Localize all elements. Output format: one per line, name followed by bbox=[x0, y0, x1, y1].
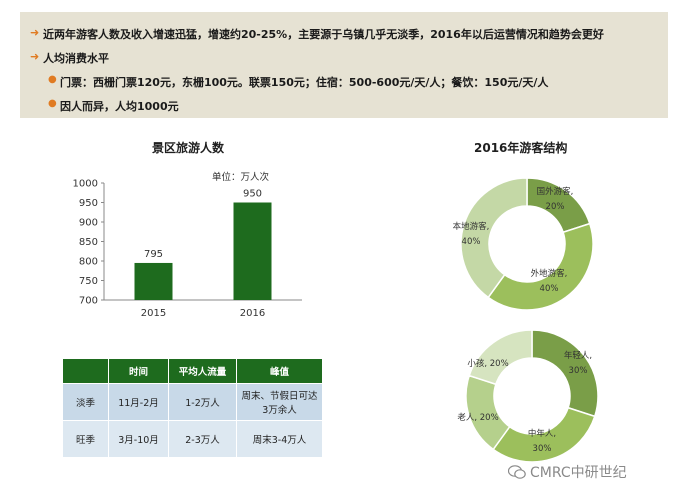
table-header-cell: 平均人流量 bbox=[168, 358, 237, 384]
summary-bullet-2-text: 人均消费水平 bbox=[43, 52, 109, 65]
bar-2015 bbox=[134, 262, 173, 300]
x-tick-label: 2015 bbox=[141, 308, 166, 319]
bar-value-label: 795 bbox=[144, 249, 163, 260]
summary-sub-bullet-1-text: 门票：西栅门票120元，东栅100元。联票150元；住宿：500-600元/天/… bbox=[60, 76, 549, 89]
bar-chart-title: 景区旅游人数 bbox=[152, 141, 225, 155]
dot-bullet-icon: ● bbox=[48, 74, 57, 85]
table-cell: 3月-10月 bbox=[108, 420, 169, 458]
arrow-bullet-icon: ➜ bbox=[30, 50, 40, 63]
slice-label: 小孩, 20% bbox=[467, 358, 508, 369]
y-tick-label: 750 bbox=[79, 276, 98, 287]
donut-slice-1 bbox=[487, 222, 594, 311]
table-header-cell: 峰值 bbox=[236, 358, 323, 384]
x-tick-label: 2016 bbox=[240, 308, 265, 319]
y-tick-label: 1000 bbox=[73, 179, 98, 190]
table-cell: 1-2万人 bbox=[168, 383, 237, 421]
slice-label: 本地游客, bbox=[453, 221, 490, 232]
watermark: CMRC中研世纪 bbox=[508, 462, 627, 482]
y-tick-label: 850 bbox=[79, 237, 98, 248]
slice-value-label: 30% bbox=[569, 366, 588, 376]
slice-label: 年轻人, bbox=[564, 350, 592, 361]
slice-value-label: 20% bbox=[546, 202, 565, 212]
donut-slice-0 bbox=[531, 329, 599, 418]
slice-label: 中年人, bbox=[528, 428, 556, 439]
bar-chart: 700 750 800 850 900 950 1000 795 2015 950 2016 bbox=[73, 179, 302, 319]
y-tick-label: 950 bbox=[79, 198, 98, 209]
wechat-icon bbox=[508, 465, 526, 479]
bar-2016 bbox=[233, 202, 272, 300]
summary-sub-bullet-2-text: 因人而异，人均1000元 bbox=[60, 100, 179, 113]
bar-value-label: 950 bbox=[243, 189, 262, 200]
table-row: 淡季 11月-2月 1-2万人 周末、节假日可达3万余人 bbox=[62, 383, 323, 421]
bar-chart-unit: 单位：万人次 bbox=[212, 172, 270, 183]
arrow-bullet-icon: ➜ bbox=[30, 26, 40, 39]
table-cell: 2-3万人 bbox=[168, 420, 237, 458]
slice-value-label: 40% bbox=[540, 284, 559, 294]
summary-box: ➜ 近两年游客人数及收入增速迅猛，增速约20-25%，主要源于乌镇几乎无淡季，2… bbox=[20, 12, 668, 118]
table-header-cell: 时间 bbox=[108, 358, 169, 384]
season-table: 时间 平均人流量 峰值 淡季 11月-2月 1-2万人 周末、节假日可达3万余人… bbox=[62, 358, 323, 458]
slice-label: 国外游客, bbox=[537, 186, 574, 197]
table-cell: 旺季 bbox=[62, 420, 109, 458]
donut-slice-3 bbox=[468, 329, 533, 386]
slice-label: 老人, 20% bbox=[457, 412, 498, 423]
table-cell: 周末3-4万人 bbox=[236, 420, 323, 458]
slice-value-label: 30% bbox=[533, 444, 552, 454]
summary-sub-bullet-2: ● 因人而异，人均1000元 bbox=[48, 98, 179, 114]
donut-chart-title: 2016年游客结构 bbox=[474, 141, 568, 155]
table-header-cell bbox=[62, 358, 109, 384]
dot-bullet-icon: ● bbox=[48, 98, 57, 109]
summary-bullet-1: ➜ 近两年游客人数及收入增速迅猛，增速约20-25%，主要源于乌镇几乎无淡季，2… bbox=[30, 26, 604, 42]
table-cell: 11月-2月 bbox=[108, 383, 169, 421]
table-cell: 淡季 bbox=[62, 383, 109, 421]
watermark-text: CMRC中研世纪 bbox=[530, 465, 627, 481]
donut-slice-2 bbox=[460, 177, 528, 299]
table-row: 旺季 3月-10月 2-3万人 周末3-4万人 bbox=[62, 420, 323, 458]
table-header-row: 时间 平均人流量 峰值 bbox=[62, 358, 323, 384]
donut-slice-1 bbox=[492, 406, 596, 463]
summary-bullet-2: ➜ 人均消费水平 bbox=[30, 50, 109, 66]
y-tick-label: 700 bbox=[79, 296, 98, 307]
slice-value-label: 40% bbox=[462, 237, 481, 247]
donut-chart-visitor-origin: 国外游客, 20% 外地游客, 40% 本地游客, 40% bbox=[453, 177, 594, 311]
summary-bullet-1-text: 近两年游客人数及收入增速迅猛，增速约20-25%，主要源于乌镇几乎无淡季，201… bbox=[43, 28, 604, 41]
y-tick-label: 800 bbox=[79, 257, 98, 268]
donut-chart-visitor-age: 年轻人, 30% 中年人, 30% 老人, 20% 小孩, 20% bbox=[457, 329, 599, 463]
table-cell: 周末、节假日可达3万余人 bbox=[236, 383, 323, 421]
slice-label: 外地游客, bbox=[531, 268, 568, 279]
y-tick-label: 900 bbox=[79, 218, 98, 229]
summary-sub-bullet-1: ● 门票：西栅门票120元，东栅100元。联票150元；住宿：500-600元/… bbox=[48, 74, 549, 90]
